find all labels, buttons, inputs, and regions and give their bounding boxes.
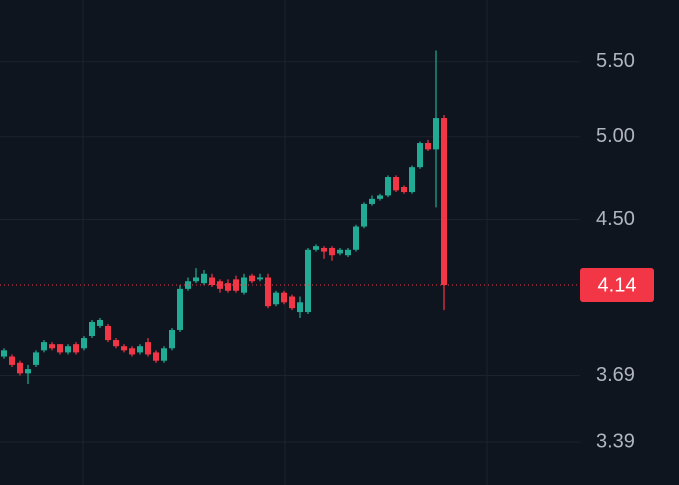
candle-body: [305, 249, 311, 313]
candle-body: [121, 346, 127, 351]
candle-body: [25, 369, 31, 374]
candle-body: [89, 321, 95, 337]
y-tick-label: 3.39: [596, 430, 635, 452]
candle-body: [145, 342, 151, 355]
candle-body: [433, 118, 439, 150]
candle-body: [81, 338, 87, 349]
candle-body: [1, 350, 7, 357]
candle-body: [337, 249, 343, 254]
candle-body: [401, 187, 407, 193]
candle-body: [289, 296, 295, 309]
candle-body: [265, 277, 271, 307]
y-tick-label: 5.00: [596, 125, 635, 147]
candle-body: [249, 275, 255, 282]
candle-body: [17, 362, 23, 374]
y-tick-label: 3.69: [596, 364, 635, 386]
candle-body: [209, 277, 215, 286]
candle-body: [33, 352, 39, 365]
last-price-label: 4.14: [598, 274, 637, 296]
candle-body: [257, 277, 263, 280]
candle-body: [73, 344, 79, 353]
last-price-tag: [580, 268, 654, 303]
candle-body: [393, 177, 399, 191]
candle-body: [9, 356, 15, 365]
candle-body: [409, 167, 415, 193]
candle-body: [97, 319, 103, 326]
candle-body: [353, 226, 359, 250]
candle-body: [201, 273, 207, 284]
candle-body: [57, 344, 63, 353]
candle-body: [281, 292, 287, 303]
candle-body: [345, 249, 351, 256]
candle-body: [377, 195, 383, 199]
candle-body: [41, 342, 47, 351]
candle-body: [49, 344, 55, 349]
candle-body: [113, 340, 119, 347]
candle-body: [273, 292, 279, 305]
candle-body: [105, 325, 111, 341]
candle-body: [169, 329, 175, 349]
candle-body: [137, 346, 143, 353]
candle-body: [225, 283, 231, 291]
candle-body: [425, 143, 431, 150]
candle-body: [321, 247, 327, 252]
candle-body: [161, 348, 167, 361]
candle-body: [297, 302, 303, 313]
candle-body: [129, 348, 135, 355]
y-tick-label: 5.50: [596, 50, 635, 72]
candle-body: [369, 198, 375, 204]
candle-body: [313, 246, 319, 250]
candle-body: [153, 352, 159, 361]
candle-body: [361, 203, 367, 227]
candle-body: [441, 118, 447, 286]
candle-body: [385, 177, 391, 196]
y-tick-label: 4.50: [596, 208, 635, 230]
candle-body: [177, 288, 183, 330]
candle-body: [65, 346, 71, 353]
candle-body: [193, 277, 199, 282]
candle-body: [329, 247, 335, 256]
candle-body: [417, 143, 423, 168]
